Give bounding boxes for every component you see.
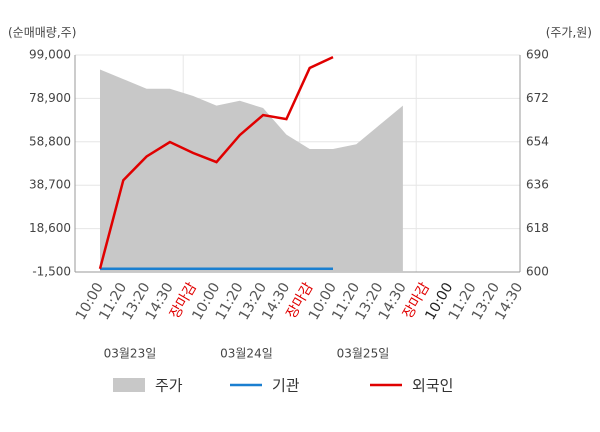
date-label: 03월23일 [104,347,157,361]
legend-swatch [113,378,145,392]
y-tick-label: 99,000 [29,48,71,62]
legend-label: 기관 [272,377,300,395]
y-tick-label: 18,600 [29,221,71,235]
y2-tick-label: 654 [526,134,549,148]
y2-tick-label: 600 [526,265,549,279]
legend-label: 주가 [155,377,183,395]
y-tick-label: -1,500 [32,265,71,279]
legend-label: 외국인 [412,377,453,395]
date-label: 03월25일 [337,347,390,361]
y2-tick-label: 636 [526,178,549,192]
y-tick-label: 58,800 [29,134,71,148]
y2-tick-label: 618 [526,221,549,235]
y2-tick-label: 690 [526,48,549,62]
y2-tick-label: 672 [526,91,549,105]
y-axis-title: (순매매량,주) [8,26,76,40]
y-tick-label: 78,900 [29,91,71,105]
y-tick-label: 38,700 [29,178,71,192]
y2-axis-title: (주가,원) [546,26,592,40]
price-area [100,69,403,272]
date-label: 03월24일 [220,347,273,361]
series-line [98,56,334,270]
